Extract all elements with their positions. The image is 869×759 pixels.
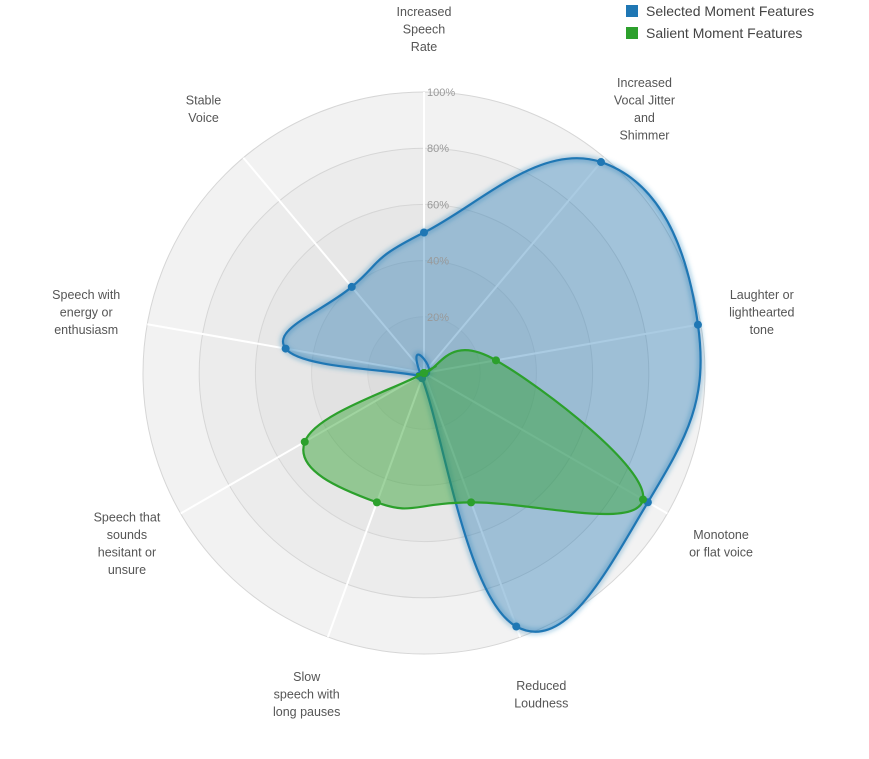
spoke-8 bbox=[242, 157, 425, 374]
axis-label-8: Stable Voice bbox=[186, 94, 221, 126]
axis-label-5: Slow speech with long pauses bbox=[273, 670, 340, 719]
data-point-s1-4[interactable] bbox=[467, 498, 476, 507]
legend-item-salient[interactable]: Salient Moment Features bbox=[626, 22, 814, 44]
tick-label-5: 100% bbox=[427, 87, 455, 99]
legend: Selected Moment Features Salient Moment … bbox=[626, 0, 814, 44]
legend-swatch-selected bbox=[626, 5, 638, 17]
tick-label-1: 20% bbox=[427, 312, 449, 324]
legend-label-salient: Salient Moment Features bbox=[646, 25, 803, 41]
spoke-2 bbox=[423, 323, 701, 374]
data-point-s0-8[interactable] bbox=[347, 282, 356, 291]
radial-tick-labels: 20% 40% 60% 80% 100% bbox=[427, 87, 455, 324]
axis-label-7: Speech with energy or enthusiasm bbox=[52, 288, 120, 337]
data-point-s0-7[interactable] bbox=[281, 344, 290, 353]
tick-label-2: 40% bbox=[427, 256, 449, 268]
axis-label-2: Laughter or lighthearted tone bbox=[729, 288, 794, 337]
data-point-s0-2[interactable] bbox=[693, 320, 702, 329]
axis-label-6: Speech that sounds hesitant or unsure bbox=[94, 511, 161, 578]
data-point-s0-4[interactable] bbox=[512, 622, 521, 631]
data-point-s1-8[interactable] bbox=[420, 369, 428, 377]
axis-label-4: Reduced Loudness bbox=[514, 679, 568, 711]
data-point-s1-2[interactable] bbox=[491, 356, 500, 365]
axis-label-1: Increased Vocal Jitter and Shimmer bbox=[614, 76, 675, 143]
spoke-1 bbox=[423, 157, 606, 374]
legend-label-selected: Selected Moment Features bbox=[646, 3, 815, 19]
axis-label-3: Monotone or flat voice bbox=[689, 528, 753, 560]
axis-label-0: Increased Speech Rate bbox=[397, 5, 452, 54]
data-point-s1-3[interactable] bbox=[639, 495, 648, 504]
tick-label-4: 80% bbox=[427, 143, 449, 155]
data-point-s0-0[interactable] bbox=[420, 228, 428, 237]
series-1 bbox=[300, 349, 648, 516]
data-point-s1-6[interactable] bbox=[300, 437, 309, 446]
series-area-1 bbox=[302, 349, 645, 516]
radar-series bbox=[280, 155, 704, 635]
legend-swatch-salient bbox=[626, 27, 638, 39]
axis-labels: Increased Speech Rate Increased Vocal Jitter… bbox=[52, 5, 794, 719]
data-point-s1-5[interactable] bbox=[372, 498, 381, 507]
spoke-3 bbox=[423, 372, 668, 515]
data-point-s0-1[interactable] bbox=[597, 158, 606, 167]
legend-item-selected[interactable]: Selected Moment Features bbox=[626, 0, 814, 22]
tick-label-3: 60% bbox=[427, 199, 449, 211]
